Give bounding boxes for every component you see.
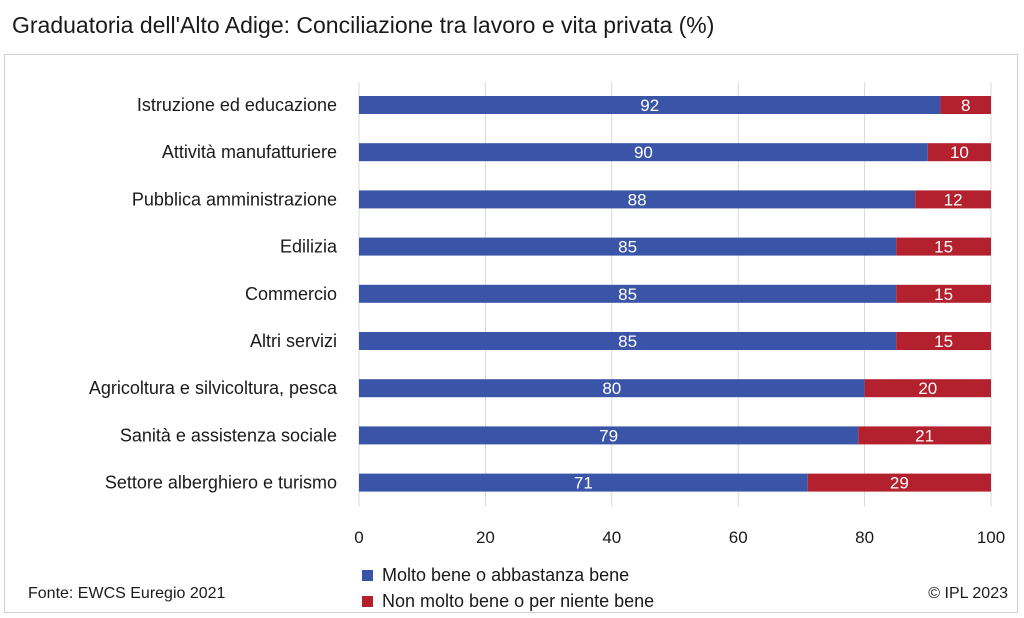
category-label-9: Settore alberghiero e turismo — [105, 473, 337, 493]
bar-1-4 — [359, 237, 897, 256]
copyright-note: © IPL 2023 — [928, 585, 1008, 602]
x-tick-label-40: 40 — [602, 528, 621, 547]
bar-1-8 — [359, 426, 859, 445]
bar-2-5 — [896, 284, 991, 303]
chart-title: Graduatoria dell'Alto Adige: Conciliazio… — [12, 12, 715, 38]
legend-swatch-series-1 — [362, 569, 373, 581]
data-label-1-5: 85 — [618, 285, 637, 304]
chart-frame — [4, 54, 1018, 613]
x-tick-label-60: 60 — [729, 528, 748, 547]
x-tick-label-0: 0 — [354, 528, 363, 547]
legend-label-series-2: Non molto bene o per niente bene — [382, 590, 655, 611]
category-label-3: Pubblica amministrazione — [132, 189, 337, 209]
bar-2-6 — [896, 332, 991, 350]
data-label-1-6: 85 — [618, 332, 637, 351]
bar-2-2 — [927, 143, 991, 162]
legend: Molto bene o abbastanza bene Non molto b… — [362, 562, 654, 614]
data-label-2-2: 10 — [950, 143, 969, 162]
data-label-1-2: 90 — [634, 143, 653, 162]
bar-1-7 — [359, 379, 865, 398]
data-label-2-1: 8 — [961, 96, 970, 115]
category-label-4: Edilizia — [280, 237, 338, 257]
data-label-1-8: 79 — [599, 426, 618, 445]
data-label-2-5: 15 — [934, 285, 953, 304]
bar-1-2 — [359, 143, 928, 162]
data-label-1-9: 71 — [574, 474, 593, 493]
data-label-2-8: 21 — [915, 426, 934, 445]
data-label-1-7: 80 — [602, 379, 621, 398]
bar-2-4 — [896, 237, 991, 256]
category-label-5: Commercio — [245, 284, 337, 304]
bar-1-5 — [359, 284, 897, 303]
bar-1-9 — [359, 473, 808, 492]
category-label-6: Altri servizi — [250, 331, 337, 351]
bar-1-1 — [359, 96, 941, 114]
legend-label-series-1: Molto bene o abbastanza bene — [382, 564, 630, 585]
x-tick-label-100: 100 — [977, 528, 1005, 547]
bar-2-8 — [858, 426, 991, 445]
bar-2-3 — [915, 190, 991, 209]
data-label-2-4: 15 — [934, 238, 953, 257]
data-label-1-1: 92 — [640, 96, 659, 115]
bar-2-1 — [940, 96, 991, 114]
source-note: Fonte: EWCS Euregio 2021 — [28, 585, 226, 602]
legend-item-series-2: Non molto bene o per niente bene — [362, 588, 654, 614]
bar-1-6 — [359, 332, 897, 350]
data-label-1-3: 88 — [628, 190, 647, 209]
category-label-1: Istruzione ed educazione — [137, 95, 337, 115]
bar-1-3 — [359, 190, 916, 209]
category-label-8: Sanità e assistenza sociale — [120, 425, 337, 445]
data-label-2-6: 15 — [934, 332, 953, 351]
legend-swatch-series-2 — [362, 595, 373, 607]
category-label-7: Agricoltura e silvicoltura, pesca — [89, 378, 338, 398]
x-tick-label-80: 80 — [855, 528, 874, 547]
data-label-2-9: 29 — [890, 474, 909, 493]
bar-2-7 — [864, 379, 991, 398]
legend-item-series-1: Molto bene o abbastanza bene — [362, 562, 654, 588]
data-label-1-4: 85 — [618, 238, 637, 257]
category-label-2: Attività manufatturiere — [162, 142, 337, 162]
bar-2-9 — [807, 473, 991, 492]
data-label-2-7: 20 — [918, 379, 937, 398]
x-tick-label-20: 20 — [476, 528, 495, 547]
data-label-2-3: 12 — [944, 190, 963, 209]
